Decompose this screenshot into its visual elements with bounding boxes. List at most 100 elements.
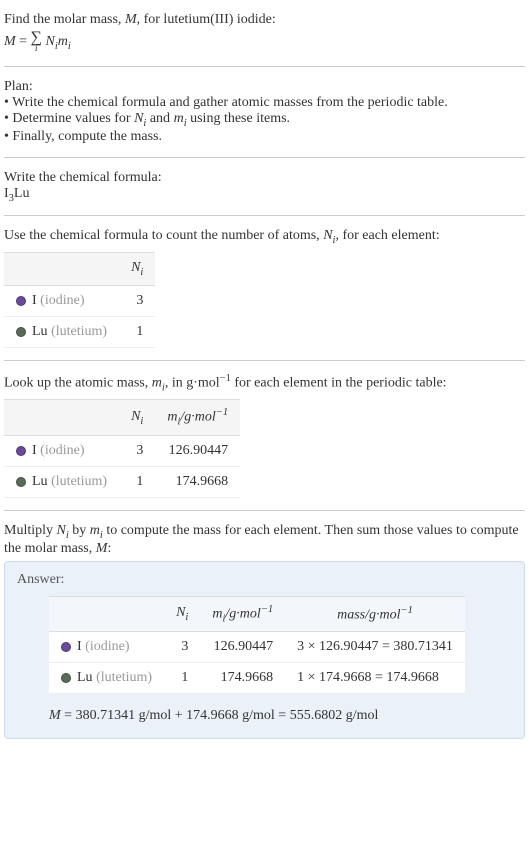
table-row: I (iodine) 3 xyxy=(4,285,155,316)
divider xyxy=(4,66,525,67)
mass-m: m xyxy=(152,376,162,391)
multiply-section: Multiply Ni by mi to compute the mass fo… xyxy=(4,519,525,743)
header-m: mi/g·mol−1 xyxy=(200,596,285,631)
mass-table: Ni mi/g·mol−1 I (iodine) 3 126.90447 Lu … xyxy=(4,399,240,497)
mass-line-a: Look up the atomic mass, xyxy=(4,376,152,391)
eq-n: N xyxy=(45,34,54,49)
element-cell: Lu (lutetium) xyxy=(4,466,119,497)
element-symbol: I xyxy=(77,639,82,654)
element-cell: Lu (lutetium) xyxy=(49,663,164,694)
m-cell: 126.90447 xyxy=(155,435,240,466)
count-text: Use the chemical formula to count the nu… xyxy=(4,228,525,246)
plan-heading: Plan: xyxy=(4,79,525,95)
count-line-a: Use the chemical formula to count the nu… xyxy=(4,228,323,243)
plan-b2-and: and xyxy=(146,111,173,126)
eq-m: m xyxy=(58,34,68,49)
chemical-formula: I3Lu xyxy=(4,186,525,204)
final-text: = 380.71341 g/mol + 174.9668 g/mol = 555… xyxy=(61,708,379,723)
element-symbol: Lu xyxy=(32,474,48,489)
m-cell: 126.90447 xyxy=(200,632,285,663)
divider xyxy=(4,510,525,511)
header-n: Ni xyxy=(119,400,155,435)
table-row: Lu (lutetium) 1 174.9668 xyxy=(4,466,240,497)
final-m: M xyxy=(49,708,61,723)
divider xyxy=(4,157,525,158)
plan-bullet-2: • Determine values for Ni and mi using t… xyxy=(4,111,525,129)
plan-b2-text: • Determine values for xyxy=(4,111,134,126)
n-cell: 3 xyxy=(119,285,155,316)
mul-m: m xyxy=(90,523,100,538)
n-cell: 3 xyxy=(119,435,155,466)
mul-by: by xyxy=(69,523,90,538)
table-header-row: Ni mi/g·mol−1 xyxy=(4,400,240,435)
n-cell: 3 xyxy=(164,632,200,663)
mass-exp: −1 xyxy=(220,373,231,384)
intro-line: Find the molar mass, M, for lutetium(III… xyxy=(4,12,525,28)
count-n: N xyxy=(323,228,332,243)
element-symbol: I xyxy=(32,293,37,308)
mul-n: N xyxy=(57,523,66,538)
answer-label: Answer: xyxy=(17,572,512,588)
divider xyxy=(4,215,525,216)
count-table: Ni I (iodine) 3 Lu (lutetium) 1 xyxy=(4,252,155,348)
element-dot-icon xyxy=(16,296,26,306)
mass-text: Look up the atomic mass, mi, in g·mol−1 … xyxy=(4,373,525,393)
element-name: (lutetium) xyxy=(96,670,152,685)
element-dot-icon xyxy=(61,673,71,683)
formula-lu: Lu xyxy=(14,186,30,201)
calc-cell: 1 × 174.9668 = 174.9668 xyxy=(285,663,465,694)
header-empty xyxy=(4,400,119,435)
element-dot-icon xyxy=(16,327,26,337)
intro-text-suffix: , for lutetium(III) iodide: xyxy=(137,12,276,27)
element-symbol: I xyxy=(32,443,37,458)
answer-box: Answer: Ni mi/g·mol−1 mass/g·mol−1 I (io… xyxy=(4,561,525,739)
element-name: (iodine) xyxy=(40,293,84,308)
n-cell: 1 xyxy=(164,663,200,694)
header-m: mi/g·mol−1 xyxy=(155,400,240,435)
sigma-icon: ∑i xyxy=(31,30,42,54)
header-empty xyxy=(4,253,119,286)
count-section: Use the chemical formula to count the nu… xyxy=(4,224,525,352)
element-symbol: Lu xyxy=(32,324,48,339)
element-cell: I (iodine) xyxy=(4,435,119,466)
element-name: (iodine) xyxy=(40,443,84,458)
header-empty xyxy=(49,596,164,631)
mass-line-c: for each element in the periodic table: xyxy=(231,376,447,391)
table-row: Lu (lutetium) 1 174.9668 1 × 174.9668 = … xyxy=(49,663,465,694)
m-cell: 174.9668 xyxy=(155,466,240,497)
answer-table: Ni mi/g·mol−1 mass/g·mol−1 I (iodine) 3 … xyxy=(49,596,465,694)
plan-b2-m: m xyxy=(174,111,184,126)
element-name: (lutetium) xyxy=(51,324,107,339)
element-dot-icon xyxy=(16,446,26,456)
answer-content: Ni mi/g·mol−1 mass/g·mol−1 I (iodine) 3 … xyxy=(17,596,512,724)
mass-line-b: , in g·mol xyxy=(165,376,220,391)
intro-section: Find the molar mass, M , for lutetium(III… xyxy=(4,8,525,58)
table-row: Lu (lutetium) 1 xyxy=(4,316,155,347)
n-cell: 1 xyxy=(119,316,155,347)
formula-heading: Write the chemical formula: xyxy=(4,170,525,186)
table-header-row: Ni xyxy=(4,253,155,286)
plan-bullet-3: • Finally, compute the mass. xyxy=(4,129,525,145)
eq-m-sub: i xyxy=(68,41,71,52)
final-equation: M = 380.71341 g/mol + 174.9668 g/mol = 5… xyxy=(49,708,512,724)
mul-a: Multiply xyxy=(4,523,57,538)
element-cell: I (iodine) xyxy=(49,632,164,663)
mul-mvar: M xyxy=(96,541,108,556)
header-mass: mass/g·mol−1 xyxy=(285,596,465,631)
eq-lhs: M xyxy=(4,34,16,49)
count-line-b: , for each element: xyxy=(335,228,439,243)
mass-section: Look up the atomic mass, mi, in g·mol−1 … xyxy=(4,369,525,502)
element-name: (lutetium) xyxy=(51,474,107,489)
header-n: Ni xyxy=(164,596,200,631)
table-row: I (iodine) 3 126.90447 xyxy=(4,435,240,466)
intro-text: Find the molar mass, xyxy=(4,12,125,27)
plan-b2-end: using these items. xyxy=(187,111,290,126)
mul-colon: : xyxy=(107,541,111,556)
eq-equals: = xyxy=(16,34,31,49)
header-n: Ni xyxy=(119,253,155,286)
element-name: (iodine) xyxy=(85,639,129,654)
element-dot-icon xyxy=(61,642,71,652)
calc-cell: 3 × 126.90447 = 380.71341 xyxy=(285,632,465,663)
table-row: I (iodine) 3 126.90447 3 × 126.90447 = 3… xyxy=(49,632,465,663)
multiply-text: Multiply Ni by mi to compute the mass fo… xyxy=(4,523,525,557)
